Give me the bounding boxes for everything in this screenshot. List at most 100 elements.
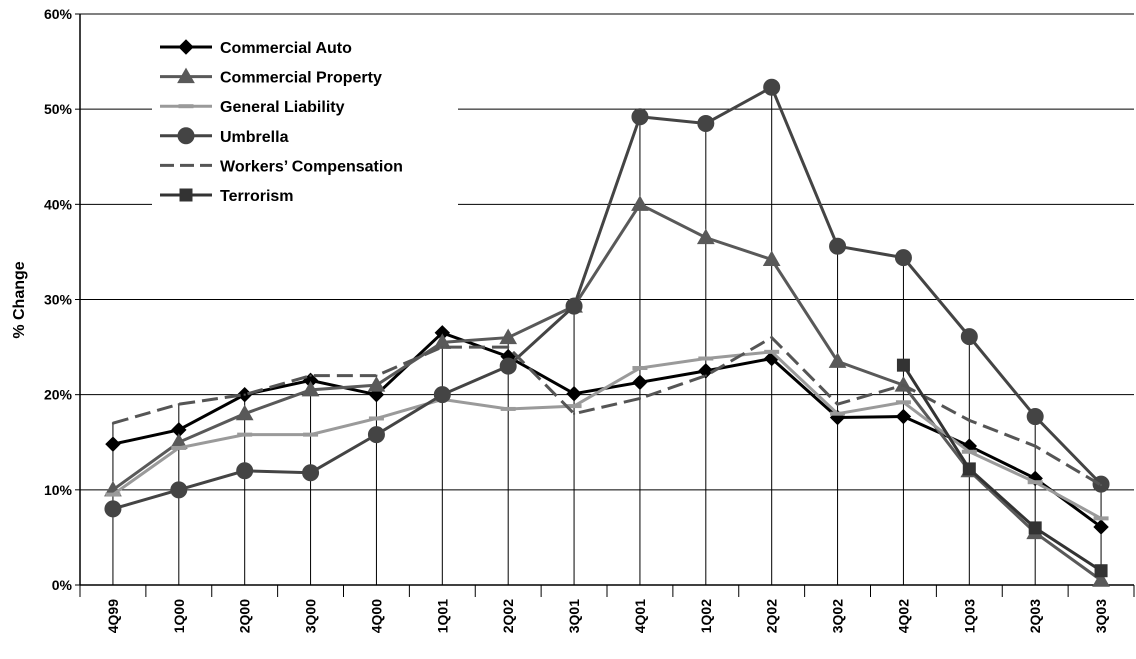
marker xyxy=(1027,480,1043,485)
x-tick-label: 1Q00 xyxy=(171,599,187,633)
marker xyxy=(178,39,194,55)
y-tick-label: 10% xyxy=(44,482,73,498)
series-line xyxy=(112,85,1103,511)
marker xyxy=(830,411,846,416)
marker xyxy=(499,357,517,375)
y-tick-label: 60% xyxy=(44,6,73,22)
marker xyxy=(960,328,978,346)
marker xyxy=(236,462,254,480)
marker xyxy=(962,462,976,476)
marker xyxy=(179,188,193,202)
marker xyxy=(696,228,715,245)
y-tick-label: 0% xyxy=(52,577,73,593)
x-tick-label: 1Q02 xyxy=(698,599,714,633)
legend-label: Workers’ Compensation xyxy=(220,158,403,175)
series-line xyxy=(902,364,1102,572)
marker xyxy=(698,363,714,379)
marker xyxy=(499,328,518,345)
marker xyxy=(309,374,312,377)
x-tick-label: 3Q01 xyxy=(566,599,582,633)
x-tick-label: 2Q03 xyxy=(1027,599,1043,633)
marker xyxy=(762,250,781,267)
y-tick-label: 30% xyxy=(44,292,73,308)
marker xyxy=(367,376,386,392)
marker xyxy=(895,400,911,405)
marker xyxy=(178,104,194,109)
marker xyxy=(1026,408,1044,426)
x-tick-label: 3Q00 xyxy=(303,599,319,633)
x-tick-label: 4Q01 xyxy=(632,599,648,633)
marker xyxy=(177,127,195,145)
marker xyxy=(632,366,648,371)
marker xyxy=(836,403,839,406)
series xyxy=(105,325,1109,535)
marker xyxy=(704,374,707,377)
marker xyxy=(631,195,649,211)
marker xyxy=(896,358,910,372)
marker xyxy=(631,108,649,126)
x-tick-label: 4Q02 xyxy=(895,599,911,633)
marker xyxy=(770,336,773,339)
legend: Commercial Auto Commercial Property Genera… xyxy=(152,30,458,210)
marker xyxy=(177,67,195,84)
x-tick-label: 1Q01 xyxy=(434,599,450,633)
marker xyxy=(565,297,583,315)
marker xyxy=(828,352,847,368)
marker xyxy=(698,356,714,361)
marker xyxy=(697,114,715,132)
marker xyxy=(961,449,977,454)
marker xyxy=(1100,484,1103,487)
marker xyxy=(1034,445,1037,448)
series-line xyxy=(112,335,1102,487)
marker xyxy=(763,78,781,96)
marker xyxy=(171,445,187,450)
marker xyxy=(111,422,114,425)
x-tick-label: 4Q00 xyxy=(368,599,384,633)
x-tick-label: 4Q99 xyxy=(105,599,121,633)
x-tick-label: 2Q02 xyxy=(500,599,516,633)
marker xyxy=(237,432,253,437)
marker xyxy=(177,403,180,406)
x-tick-label: 2Q02 xyxy=(764,599,780,633)
series xyxy=(111,335,1103,487)
legend-label: Commercial Property xyxy=(220,70,382,87)
marker xyxy=(829,237,847,255)
marker xyxy=(1093,516,1109,521)
marker xyxy=(170,481,188,499)
series-line xyxy=(112,350,1102,520)
marker xyxy=(301,380,320,397)
marker xyxy=(507,346,510,349)
x-tick-label: 1Q03 xyxy=(961,599,977,633)
legend-label: Umbrella xyxy=(220,129,289,146)
x-tick-label: 2Q00 xyxy=(237,599,253,633)
marker xyxy=(764,349,780,354)
series-line xyxy=(112,331,1102,529)
series xyxy=(104,78,1110,518)
marker xyxy=(433,333,452,349)
y-axis-label: % Change xyxy=(11,261,28,338)
marker xyxy=(566,386,582,402)
series xyxy=(896,358,1108,578)
series xyxy=(105,349,1109,521)
marker xyxy=(235,404,254,421)
marker xyxy=(368,416,384,421)
marker xyxy=(968,419,971,422)
x-tick-label: 3Q03 xyxy=(1093,599,1109,633)
marker xyxy=(302,464,320,482)
marker xyxy=(895,408,912,425)
marker xyxy=(573,412,576,415)
marker xyxy=(433,386,451,404)
marker xyxy=(894,249,912,267)
marker xyxy=(303,432,319,437)
marker xyxy=(500,406,516,411)
marker xyxy=(632,374,648,391)
marker xyxy=(1092,571,1110,587)
marker xyxy=(367,426,385,444)
marker xyxy=(105,492,121,497)
marker xyxy=(104,500,122,518)
legend-label: General Liability xyxy=(220,99,345,116)
marker xyxy=(1093,519,1109,535)
marker xyxy=(375,374,378,377)
marker xyxy=(1094,564,1108,578)
